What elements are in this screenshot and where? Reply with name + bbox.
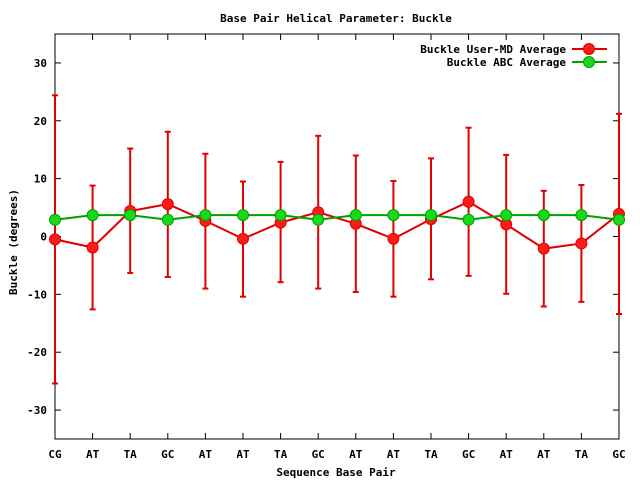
data-point-abc (312, 213, 325, 226)
x-tick-label: GC (462, 448, 475, 461)
y-tick-label: 30 (34, 57, 47, 70)
data-point-abc (613, 213, 625, 226)
x-tick-label: AT (86, 448, 100, 461)
x-tick-label: GC (161, 448, 174, 461)
x-tick-label: GC (312, 448, 325, 461)
series-line-abc (54, 214, 620, 221)
x-axis-label: Sequence Base Pair (276, 466, 396, 479)
data-point-user-md (462, 195, 475, 208)
data-point-abc (124, 209, 137, 222)
y-tick-label: 10 (34, 173, 47, 186)
data-point-user-md (537, 242, 550, 255)
data-point-user-md (237, 232, 249, 245)
y-axis-label: Buckle (degrees) (7, 189, 20, 295)
x-tick-label: AT (199, 448, 213, 461)
y-axis-ticks: -30 -20 -10 0 10 20 30 (27, 57, 619, 417)
data-point-abc (199, 209, 212, 222)
x-tick-label: AT (236, 448, 250, 461)
x-tick-label: AT (537, 448, 551, 461)
data-point-abc (49, 213, 61, 226)
y-tick-label: -30 (27, 404, 47, 417)
data-point-user-md (86, 241, 99, 254)
y-tick-label: 20 (34, 115, 47, 128)
x-tick-label: TA (424, 448, 438, 461)
y-tick-label: -10 (27, 288, 47, 301)
legend-label: Buckle User-MD Average (420, 43, 566, 56)
data-point-abc (575, 209, 588, 222)
x-tick-label: AT (349, 448, 363, 461)
legend-marker (583, 56, 595, 68)
data-point-abc (86, 209, 99, 222)
x-tick-label: TA (124, 448, 138, 461)
legend-label: Buckle ABC Average (447, 56, 567, 69)
x-tick-label: TA (274, 448, 288, 461)
y-tick-label: 0 (40, 231, 47, 244)
data-point-abc (425, 209, 437, 222)
x-tick-label: AT (387, 448, 401, 461)
y-tick-label: -20 (27, 346, 47, 359)
x-tick-label: CG (48, 448, 62, 461)
data-point-abc (537, 209, 550, 222)
data-point-user-md (387, 232, 400, 245)
data-point-abc (161, 213, 174, 226)
series-abc (49, 209, 625, 226)
data-point-abc (349, 209, 362, 222)
legend-marker (583, 43, 595, 55)
data-point-abc (387, 209, 400, 222)
data-point-abc (462, 213, 475, 226)
x-axis-ticks: CG AT TA GC AT AT TA GC AT AT TA GC AT AT TA GC (48, 34, 626, 461)
data-point-user-md (575, 237, 588, 250)
chart-title: Base Pair Helical Parameter: Buckle (220, 12, 452, 25)
plot-frame (54, 33, 620, 440)
data-point-abc (237, 209, 249, 222)
data-point-user-md (49, 233, 61, 246)
data-point-abc (274, 209, 287, 222)
series-user-md (49, 94, 625, 385)
data-point-abc (500, 209, 513, 222)
data-point-user-md (161, 198, 174, 211)
series-line-user-md (54, 200, 620, 250)
x-tick-label: AT (500, 448, 514, 461)
series-layer (49, 94, 625, 385)
x-tick-label: TA (575, 448, 589, 461)
x-tick-label: GC (612, 448, 625, 461)
